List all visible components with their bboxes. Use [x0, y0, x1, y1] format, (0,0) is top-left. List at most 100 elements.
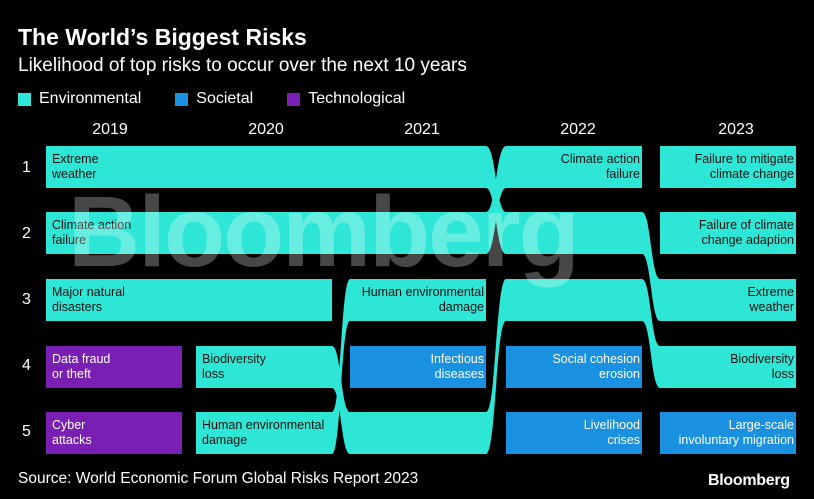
risk-box-2022-extreme-weather	[506, 212, 642, 254]
risk-label-2019-major-natural-disasters: Major natural disasters	[52, 285, 178, 315]
risk-label-line: climate change	[709, 167, 794, 181]
chart-subtitle: Likelihood of top risks to occur over th…	[18, 55, 467, 76]
legend-item-technological: Technological	[287, 90, 405, 108]
risk-label-line: or theft	[52, 367, 91, 381]
risk-label-line: change adaption	[701, 233, 794, 247]
risk-label-line: disasters	[52, 300, 103, 314]
flow-band-biodiversity-loss-1	[350, 279, 642, 454]
risk-label-line: Climate action	[52, 218, 132, 232]
risk-box-2022-biodiversity-loss	[506, 279, 642, 321]
risk-label-2020-biodiversity-loss: Biodiversity loss	[202, 352, 328, 382]
rank-label-3: 3	[22, 291, 31, 308]
risk-box-2019-extreme-weather	[46, 146, 182, 188]
risk-box-2019-major-natural-disasters	[46, 279, 182, 321]
risk-label-2023-failure-of-climate-change-adaption: Failure of climate change adaption	[668, 218, 794, 248]
risk-label-line: Failure of climate	[698, 218, 794, 232]
risk-label-line: Biodiversity	[730, 352, 794, 366]
risk-label-line: weather	[749, 300, 794, 314]
risk-box-2020-human-environmental-damage	[196, 412, 332, 454]
source-note: Source: World Economic Forum Global Risk…	[18, 470, 419, 487]
risk-box-2022-social-cohesion-erosion	[506, 346, 642, 388]
year-header-2022: 2022	[560, 121, 596, 138]
rank-label-5: 5	[22, 423, 31, 440]
risk-label-line: Human environmental	[202, 418, 325, 432]
bloomberg-logo: Bloomberg	[708, 472, 790, 489]
risk-label-line: damage	[438, 300, 484, 314]
year-header-2023: 2023	[718, 121, 754, 138]
risk-box-2020-climate-action-failure	[196, 212, 332, 254]
year-header-2019: 2019	[92, 121, 128, 138]
legend-swatch-technological	[287, 92, 301, 106]
risk-label-2019-extreme-weather: Extreme weather	[52, 152, 178, 182]
risk-label-line: weather	[52, 167, 97, 181]
risk-box-2023-biodiversity-loss	[660, 346, 796, 388]
legend-swatch-environmental	[18, 92, 31, 106]
risk-label-line: Major natural	[52, 285, 125, 299]
risk-label-2023-biodiversity-loss: Biodiversity loss	[668, 352, 794, 382]
risk-label-line: crises	[607, 433, 640, 447]
legend-item-environmental: Environmental	[18, 90, 141, 108]
risk-label-line: Biodiversity	[202, 352, 266, 366]
risk-box-2021-extreme-weather	[350, 146, 486, 188]
risk-label-line: Extreme	[747, 285, 794, 299]
risk-box-2021-human-environmental-damage	[350, 279, 486, 321]
risk-box-2022-livelihood-crises	[506, 412, 642, 454]
risk-box-2021-climate-action-failure	[350, 212, 486, 254]
risk-label-2021-human-environmental-damage: Human environmental damage	[358, 285, 484, 315]
risk-label-line: Large-scale	[728, 418, 794, 432]
risk-label-line: Livelihood	[583, 418, 640, 432]
risk-box-2019-data-fraud-or-theft	[46, 346, 182, 388]
year-header-2020: 2020	[248, 121, 284, 138]
risk-label-line: erosion	[599, 367, 640, 381]
risk-label-line: Failure to mitigate	[694, 152, 794, 166]
risk-box-2020-biodiversity-loss	[196, 346, 332, 388]
risk-label-line: failure	[605, 167, 640, 181]
risk-label-line: loss	[202, 367, 225, 381]
risk-box-2020-major-natural-disasters	[196, 279, 332, 321]
risk-label-2023-extreme-weather: Extreme weather	[668, 285, 794, 315]
legend-swatch-societal	[175, 92, 189, 106]
risk-box-2021-infectious-diseases	[350, 346, 486, 388]
rank-label-1: 1	[22, 159, 31, 176]
risk-box-2023-large-scale-involuntary-migration	[660, 412, 796, 454]
risk-box-2022-climate-action-failure	[506, 146, 642, 188]
risk-label-line: diseases	[434, 367, 484, 381]
legend-label-environmental: Environmental	[39, 90, 142, 107]
risk-label-2019-cyber-attacks: Cyber attacks	[52, 418, 178, 448]
risk-label-2023-failure-to-mitigate-climate-change: Failure to mitigate climate change	[668, 152, 794, 182]
risk-label-line: Infectious	[430, 352, 484, 366]
risk-label-2022-social-cohesion-erosion: Social cohesion erosion	[514, 352, 640, 382]
risk-label-line: Human environmental	[361, 285, 484, 299]
risk-label-2023-large-scale-involuntary-migration: Large-scale involuntary migration	[668, 418, 794, 448]
risk-label-line: attacks	[52, 433, 92, 447]
rank-label-2: 2	[22, 225, 31, 242]
risk-label-2020-human-environmental-damage: Human environmental damage	[202, 418, 328, 448]
legend-label-societal: Societal	[196, 90, 254, 107]
risk-label-line: Data fraud	[52, 352, 111, 366]
risk-label-line: failure	[52, 233, 87, 247]
risk-box-2023-extreme-weather	[660, 279, 796, 321]
risk-label-line: damage	[202, 433, 248, 447]
risk-box-2023-failure-to-mitigate-climate-change	[660, 146, 796, 188]
flow-band-human-environmental-damage-0	[196, 279, 486, 454]
risk-label-line: Climate action	[560, 152, 640, 166]
risk-label-2019-climate-action-failure: Climate action failure	[52, 218, 178, 248]
risk-label-2019-data-fraud-or-theft: Data fraud or theft	[52, 352, 178, 382]
legend-label-technological: Technological	[308, 90, 406, 107]
risk-label-2021-infectious-diseases: Infectious diseases	[358, 352, 484, 382]
risk-box-2020-extreme-weather	[196, 146, 332, 188]
risk-label-line: Cyber	[52, 418, 86, 432]
risk-label-line: Extreme	[52, 152, 99, 166]
risk-box-2019-cyber-attacks	[46, 412, 182, 454]
risk-box-2021-biodiversity-loss	[350, 412, 486, 454]
chart-title: The World’s Biggest Risks	[18, 24, 307, 50]
rank-label-4: 4	[22, 357, 31, 374]
risk-label-2022-livelihood-crises: Livelihood crises	[514, 418, 640, 448]
risk-label-2022-climate-action-failure: Climate action failure	[514, 152, 640, 182]
risk-box-2019-climate-action-failure	[46, 212, 182, 254]
risk-box-2023-failure-of-climate-change-adaption	[660, 212, 796, 254]
risk-label-line: loss	[771, 367, 794, 381]
risk-label-line: Social cohesion	[552, 352, 640, 366]
legend: Environmental Societal Technological	[18, 90, 439, 108]
